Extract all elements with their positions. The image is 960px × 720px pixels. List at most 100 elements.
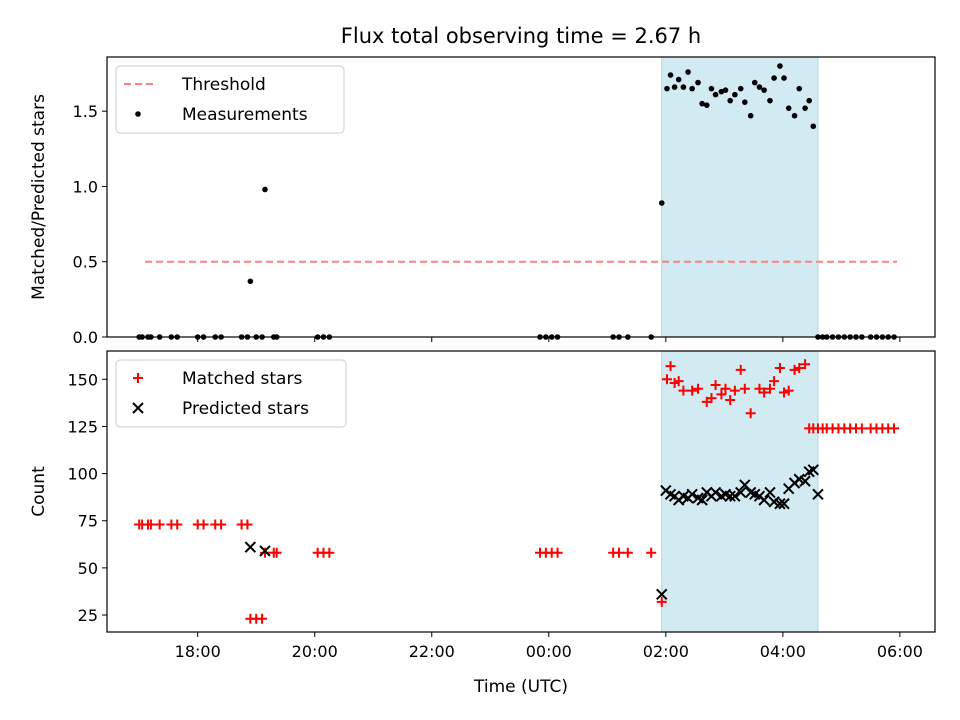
matched-star-point xyxy=(764,383,775,394)
matched-star-point xyxy=(216,519,227,530)
measurement-point xyxy=(685,69,691,75)
measurement-point xyxy=(781,75,787,81)
matched-star-point xyxy=(720,383,731,394)
y-tick-label: 0.5 xyxy=(73,253,98,272)
matched-star-point xyxy=(856,423,867,434)
y-axis-label: Count xyxy=(29,466,49,517)
matched-star-point xyxy=(745,408,756,419)
y-tick-label: 25 xyxy=(78,606,98,625)
matched-star-point xyxy=(710,379,721,390)
matched-star-point xyxy=(678,385,689,396)
y-tick-label: 100 xyxy=(67,465,98,484)
x-tick-label: 06:00 xyxy=(877,642,923,661)
matched-star-point xyxy=(673,376,684,387)
legend-label: Predicted stars xyxy=(182,399,309,419)
predicted-star-point xyxy=(758,494,770,506)
measurement-point xyxy=(777,63,783,69)
measurement-point xyxy=(742,99,748,105)
measurement-point xyxy=(771,75,777,81)
y-tick-label: 150 xyxy=(67,370,98,389)
ratio-panel: 0.0 0.5 1.0 1.5 Matched/Predicted stars Thres… xyxy=(29,56,936,347)
predicted-star-point xyxy=(799,475,811,487)
matched-star-point xyxy=(693,383,704,394)
y-tick-label: 50 xyxy=(78,559,98,578)
measurement-point xyxy=(689,85,695,92)
measurement-point xyxy=(722,87,729,93)
matched-star-point xyxy=(646,547,657,558)
matched-star-point xyxy=(656,596,667,607)
predicted-star-point xyxy=(724,490,736,502)
x-tick-label: 22:00 xyxy=(409,642,455,661)
measurement-point xyxy=(791,112,798,119)
figure-title: Flux total observing time = 2.67 h xyxy=(341,24,701,48)
measurement-point xyxy=(806,97,812,104)
y-tick-label: 0.0 xyxy=(73,328,98,347)
matched-star-point xyxy=(687,385,698,396)
matched-star-point xyxy=(729,385,740,396)
axes-frame xyxy=(106,350,936,633)
predicted-star-point xyxy=(259,545,271,557)
matched-star-point xyxy=(769,376,780,387)
x-tick-label: 02:00 xyxy=(643,642,689,661)
matched-star-point xyxy=(759,387,770,398)
matched-star-point xyxy=(725,395,736,406)
matched-star-point xyxy=(716,389,727,400)
matched-star-point xyxy=(552,547,563,558)
predicted-star-point xyxy=(807,464,819,476)
measurement-point xyxy=(756,84,763,90)
x-tick-label: 20:00 xyxy=(292,642,338,661)
matched-star-point xyxy=(324,547,335,558)
predicted-star-point xyxy=(244,541,257,553)
legend-box xyxy=(115,359,347,428)
predicted-star-point xyxy=(774,498,786,510)
x-tick-label: 00:00 xyxy=(526,642,572,661)
y-axis-label: Matched/Predicted stars xyxy=(29,94,49,300)
legend-predicted-swatch xyxy=(132,402,144,414)
legend-box xyxy=(115,65,345,134)
matched-star-point xyxy=(783,385,794,396)
legend-label: Measurements xyxy=(182,105,308,125)
predicted-star-point xyxy=(729,490,741,502)
measurement-point xyxy=(785,105,792,111)
predicted-star-point xyxy=(812,488,824,501)
legend-measurement-swatch xyxy=(135,111,141,117)
axes-frame xyxy=(106,56,936,338)
legend-label: Threshold xyxy=(181,75,266,95)
matched-star-point xyxy=(145,519,156,530)
predicted-star-point xyxy=(656,588,668,600)
measurement-point xyxy=(695,79,701,86)
matched-star-point xyxy=(774,362,785,373)
measurement-point xyxy=(658,200,665,206)
measurement-point xyxy=(262,186,268,193)
matched-star-point xyxy=(661,374,672,385)
matched-star-point xyxy=(242,519,253,530)
measurement-point xyxy=(727,97,733,104)
matched-star-point xyxy=(198,519,209,530)
matched-star-point xyxy=(154,519,165,530)
count-panel: 25 50 75 100 125 150 18:00 20:00 22:00 00:00 02:00… xyxy=(29,350,936,697)
measurement-point xyxy=(671,84,678,90)
matched-star-point xyxy=(622,547,633,558)
measurement-point xyxy=(664,85,670,92)
matched-star-point xyxy=(735,364,746,375)
y-tick-label: 1.0 xyxy=(73,177,98,196)
measurement-point xyxy=(761,87,767,93)
measurement-point xyxy=(680,84,687,90)
measurement-point xyxy=(703,102,710,108)
predicted-star-point xyxy=(686,488,698,501)
legend-label: Matched stars xyxy=(182,369,302,389)
y-tick-label: 75 xyxy=(78,512,98,531)
legend-matched-swatch xyxy=(133,373,143,383)
predicted-star-point xyxy=(739,479,751,491)
x-tick-label: 04:00 xyxy=(760,642,806,661)
predicted-star-point xyxy=(709,486,722,499)
measurement-point xyxy=(712,91,719,98)
matched-star-point xyxy=(614,547,625,558)
measurement-point xyxy=(737,85,744,92)
matched-star-point xyxy=(271,547,282,558)
predicted-star-point xyxy=(735,486,747,499)
measurement-point xyxy=(667,72,674,78)
measurement-point xyxy=(675,76,682,83)
observing-span xyxy=(661,56,819,338)
